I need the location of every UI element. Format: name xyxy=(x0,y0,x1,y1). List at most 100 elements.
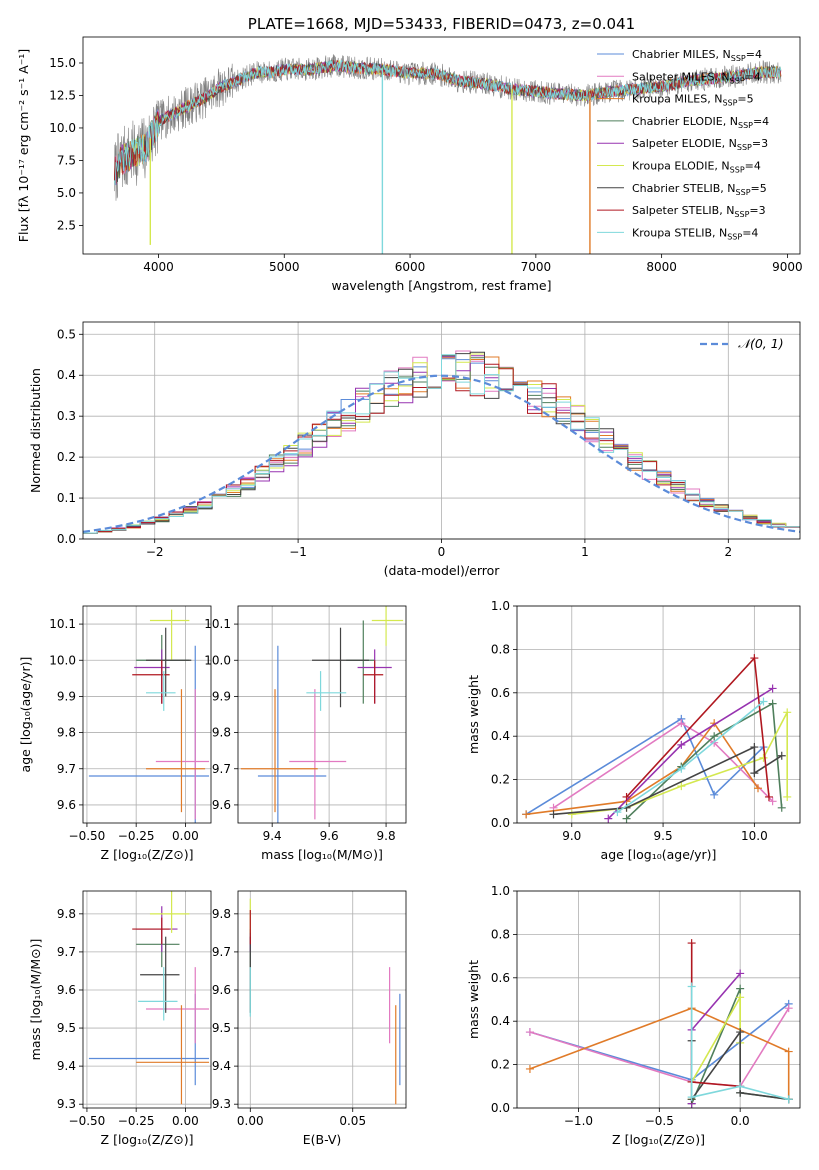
plot-area-age-vs-mass xyxy=(240,606,404,823)
axes-frame xyxy=(237,890,407,1109)
x-tick-label: 0.00 xyxy=(172,1114,199,1128)
x-axis-label: wavelength [Angstrom, rest frame] xyxy=(331,278,551,293)
legend-entry-8: Kroupa STELIB, NSSP=4 xyxy=(632,226,758,241)
weight-marker xyxy=(567,810,576,819)
y-tick-label: 0.3 xyxy=(57,409,76,423)
y-tick-label: 10.0 xyxy=(49,121,76,135)
y-tick-label: 0.8 xyxy=(491,642,510,656)
weight-marker xyxy=(764,792,773,801)
x-tick-label: 9000 xyxy=(772,260,803,274)
axes-frame xyxy=(237,605,407,824)
y-tick-label: 10.0 xyxy=(204,653,231,667)
legend-suffix: =4 xyxy=(745,160,761,173)
x-tick-label: −1 xyxy=(289,545,307,559)
x-tick-label: 1 xyxy=(581,545,589,559)
x-axis-label: (data-model)/error xyxy=(384,563,501,578)
legend-suffix: =4 xyxy=(753,115,769,128)
x-tick-label: 0 xyxy=(438,545,446,559)
weight-line-0 xyxy=(525,717,765,815)
weight-marker xyxy=(677,782,686,791)
x-tick-label: 0.0 xyxy=(731,1114,750,1128)
x-tick-label: −0.50 xyxy=(69,1114,106,1128)
legend-suffix: =4 xyxy=(745,70,761,83)
histogram-step-8 xyxy=(83,354,800,534)
weight-marker xyxy=(777,751,786,760)
panel-spectrum: 4000 5000 6000 7000 8000 9000 2.5 5.0 7.5 10.0 12.… xyxy=(16,15,803,293)
x-tick-label: 9.8 xyxy=(377,829,396,843)
weight-marker xyxy=(622,792,631,801)
y-tick-label: 0.4 xyxy=(57,368,76,382)
panel-mass-vs-Z: −0.50 −0.25 0.00 9.3 9.4 9.5 9.6 9.7 9.8 Z [log₁₀… xyxy=(28,890,212,1147)
x-tick-label: −0.50 xyxy=(69,829,106,843)
x-tick-label: 2 xyxy=(724,545,732,559)
weight-marker xyxy=(687,939,696,948)
weight-marker xyxy=(736,969,745,978)
y-tick-label: 9.7 xyxy=(212,945,231,959)
y-axis-label: age [log₁₀(age/yr)] xyxy=(18,657,33,773)
y-tick-label: 9.6 xyxy=(57,798,76,812)
legend-text: Chabrier ELODIE, N xyxy=(632,115,738,128)
weight-marker xyxy=(687,1093,696,1102)
weight-marker xyxy=(710,732,719,741)
legend-text: Kroupa MILES, N xyxy=(632,93,722,106)
y-axis-label: Normed distribution xyxy=(28,368,43,493)
y-tick-label: 0.4 xyxy=(491,1014,510,1028)
weight-marker xyxy=(768,684,777,693)
y-axis-label: mass weight xyxy=(466,675,481,754)
legend-entry-6: Chabrier STELIB, NSSP=5 xyxy=(632,182,767,197)
panel-weight-vs-Z: −1.0 −0.5 0.0 0.0 0.2 0.4 0.6 0.8 1.0 Z [log₁₀(Z/… xyxy=(466,884,801,1147)
plot-area-residuals xyxy=(83,350,800,534)
y-tick-label: 9.9 xyxy=(212,689,231,703)
weight-marker xyxy=(768,699,777,708)
x-tick-label: 9.5 xyxy=(654,829,673,843)
y-tick-label: 2.5 xyxy=(57,218,76,232)
legend-entry-3: Chabrier ELODIE, NSSP=4 xyxy=(632,115,769,130)
y-tick-label: 0.2 xyxy=(491,1058,510,1072)
y-tick-label: 0.4 xyxy=(491,729,510,743)
legend-subscript: SSP xyxy=(736,188,751,197)
legend-suffix: =5 xyxy=(751,182,767,195)
legend-text: Chabrier STELIB, N xyxy=(632,182,736,195)
x-tick-label: 10.0 xyxy=(741,829,768,843)
x-tick-label: 7000 xyxy=(521,260,552,274)
model-line-8 xyxy=(114,59,782,186)
y-tick-label: 10.1 xyxy=(204,617,231,631)
y-tick-label: 0.5 xyxy=(57,327,76,341)
axes-frame xyxy=(82,890,212,1109)
y-tick-label: 15.0 xyxy=(49,56,76,70)
y-tick-label: 5.0 xyxy=(57,186,76,200)
weight-marker xyxy=(754,784,763,793)
y-tick-label: 9.8 xyxy=(212,907,231,921)
y-axis-label: Flux [fλ 10⁻¹⁷ erg cm⁻² s⁻¹ A⁻¹] xyxy=(16,49,31,242)
y-tick-label: 0.6 xyxy=(491,971,510,985)
legend-subscript: SSP xyxy=(734,210,749,219)
legend-subscript: SSP xyxy=(731,54,746,63)
x-axis-label: Z [log₁₀(Z/Z⊙)] xyxy=(101,1132,194,1147)
weight-marker xyxy=(710,790,719,799)
legend-subscript: SSP xyxy=(722,99,737,108)
legend-suffix: =3 xyxy=(752,137,768,150)
x-tick-label: 0.00 xyxy=(237,1114,264,1128)
weight-marker xyxy=(783,708,792,717)
legend-entry-7: Salpeter STELIB, NSSP=3 xyxy=(632,204,766,219)
x-tick-label: 0.05 xyxy=(339,1114,366,1128)
weight-marker xyxy=(750,769,759,778)
legend-suffix: =4 xyxy=(746,48,762,61)
weight-marker xyxy=(783,792,792,801)
y-tick-label: 9.8 xyxy=(57,726,76,740)
x-tick-label: 0.00 xyxy=(172,829,199,843)
weight-marker xyxy=(784,1004,793,1013)
axes-frame xyxy=(82,321,801,540)
y-tick-label: 0.1 xyxy=(57,491,76,505)
legend-subscript: SSP xyxy=(727,232,742,241)
legend-text: Kroupa ELODIE, N xyxy=(632,160,730,173)
x-tick-label: 5000 xyxy=(269,260,300,274)
x-tick-label: 8000 xyxy=(646,260,677,274)
plot-area-weight-vs-Z xyxy=(525,939,793,1108)
x-tick-label: −0.25 xyxy=(118,1114,155,1128)
x-axis-label: Z [log₁₀(Z/Z⊙)] xyxy=(101,847,194,862)
weight-marker xyxy=(750,654,759,663)
weight-marker xyxy=(768,797,777,806)
weight-marker xyxy=(736,1028,745,1037)
